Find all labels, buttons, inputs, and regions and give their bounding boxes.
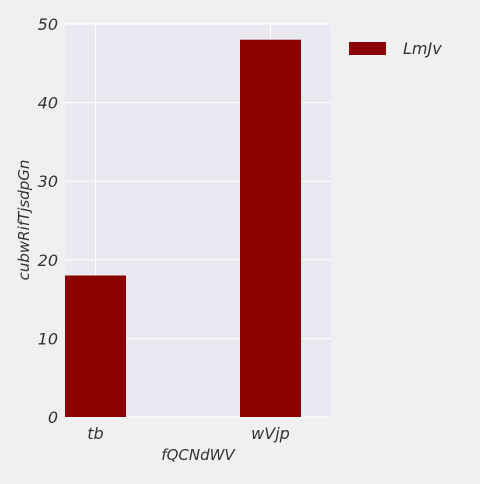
bar-tb — [65, 275, 126, 417]
x-axis-label: fQCNdWV — [161, 446, 236, 464]
y-tick-label: 20 — [38, 251, 58, 270]
y-tick-label: 10 — [38, 329, 58, 348]
y-tick-label: 50 — [38, 15, 58, 34]
y-tick-labels: 0 10 20 30 40 50 — [38, 15, 58, 427]
bars — [65, 39, 301, 417]
x-tick-label: wVjp — [251, 424, 290, 443]
x-tick-labels: tb wVjp — [87, 424, 290, 443]
legend-label-lmjv: LmJv — [403, 39, 442, 58]
x-tick-label: tb — [87, 424, 103, 443]
y-axis-label: cubwRifTjsdpGn — [15, 160, 33, 281]
bar-wvjp — [240, 39, 301, 417]
y-tick-label: 0 — [48, 408, 58, 427]
legend: LmJv — [349, 39, 442, 58]
legend-swatch-lmjv — [349, 42, 386, 55]
y-tick-label: 40 — [38, 94, 58, 113]
y-tick-label: 30 — [38, 172, 58, 191]
